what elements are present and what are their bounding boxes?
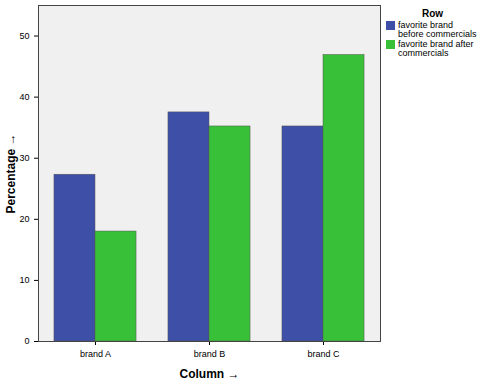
- svg-text:Column →: Column →: [180, 367, 240, 381]
- svg-text:0: 0: [24, 336, 29, 346]
- svg-text:brand A: brand A: [80, 349, 111, 359]
- svg-text:40: 40: [19, 92, 29, 102]
- svg-text:Percentage →: Percentage →: [4, 133, 18, 213]
- svg-text:brand C: brand C: [307, 349, 340, 359]
- svg-text:30: 30: [19, 153, 29, 163]
- svg-text:50: 50: [19, 31, 29, 41]
- html-text:Row: Row: [421, 8, 443, 19]
- svg-text:10: 10: [19, 275, 29, 285]
- html-text:favorite brand before commerci: favorite brand before commercials: [398, 20, 477, 39]
- html-text:favorite brand after commercia: favorite brand after commercials: [398, 39, 474, 58]
- svg-text:brand B: brand B: [194, 349, 226, 359]
- svg-text:20: 20: [19, 214, 29, 224]
